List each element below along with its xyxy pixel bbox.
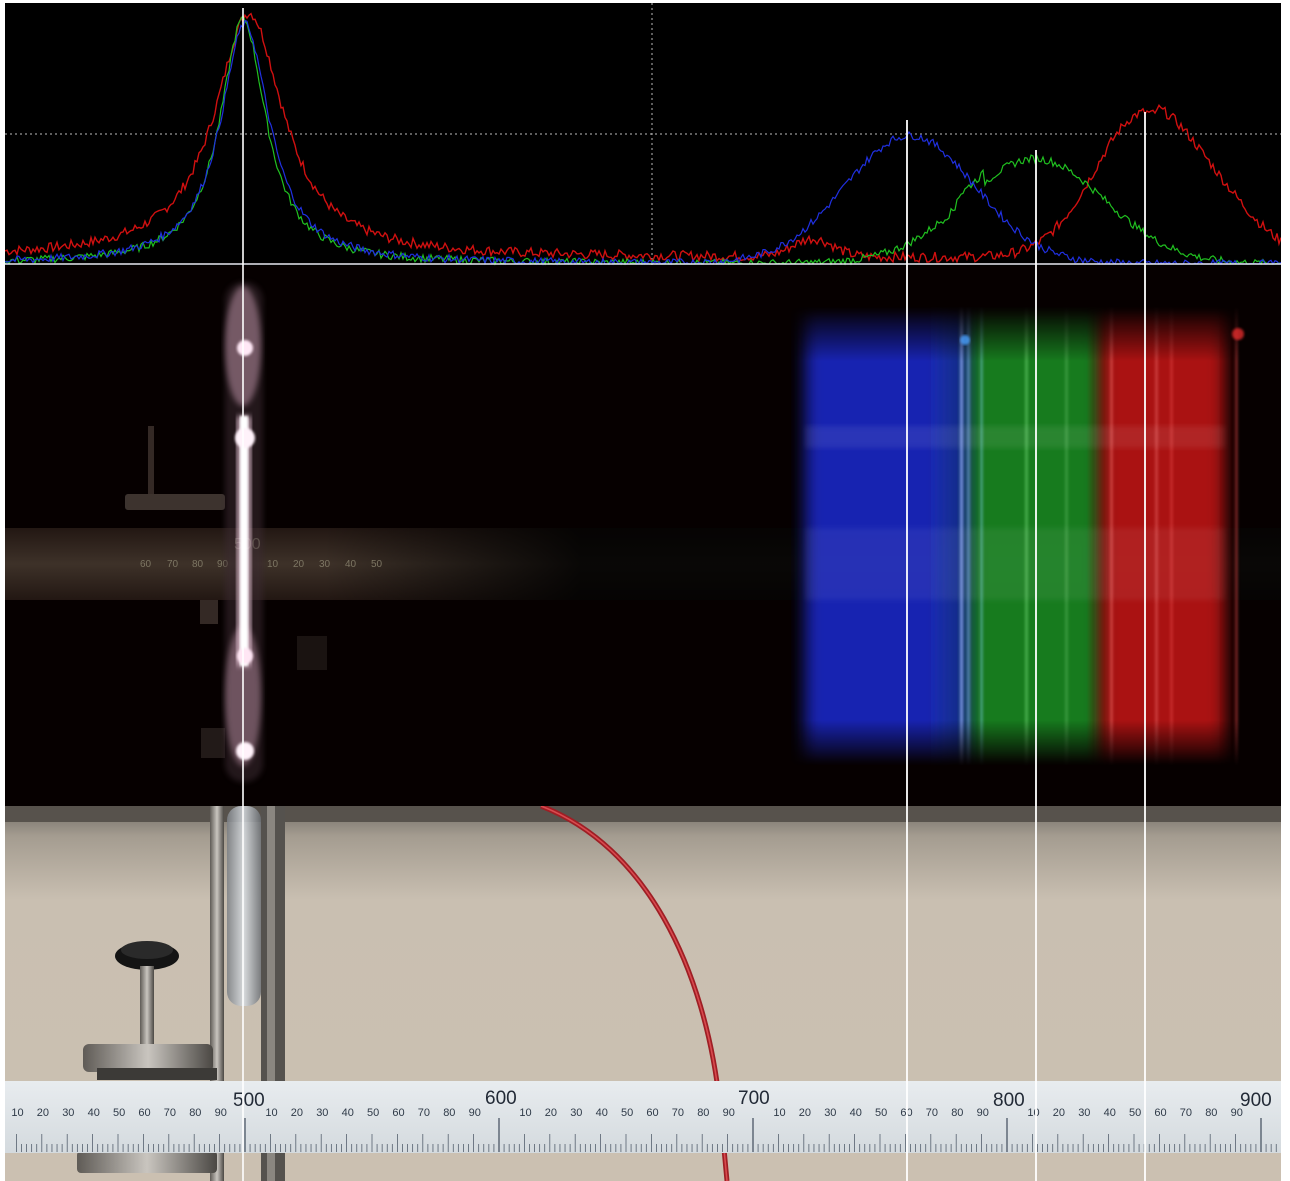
ruler-major-label-700: 700 (738, 1088, 770, 1109)
ruler-minor-label: 20 (799, 1107, 811, 1119)
ruler-minor-labels: 10 20 30 40 50 60 70 80 90 10 20 30 40 50 60 70 80 90 10 20… (11, 1107, 1242, 1119)
ruler-minor-label: 80 (1205, 1107, 1217, 1119)
shelf-edge (5, 806, 1281, 822)
ruler-minor-label: 40 (88, 1107, 100, 1119)
blue-channel-curve (5, 19, 1281, 266)
ruler-minor-label: 20 (545, 1107, 557, 1119)
red-cable-highlight (540, 806, 728, 1181)
ruler-minor-label: 50 (113, 1107, 125, 1119)
tube-holder-glass (227, 806, 261, 1006)
ruler-minor-label: 60 (646, 1107, 658, 1119)
spectrum-image-svg: 500 60 70 80 90 10 20 30 40 50 (5, 282, 1281, 782)
spectrum-bands (805, 306, 1238, 766)
ruler-minor-label: 60 (138, 1107, 150, 1119)
spectrum-ruler-minor-label: 20 (293, 559, 305, 570)
ruler-minor-label: 80 (443, 1107, 455, 1119)
spectrum-ruler-minor-label: 10 (267, 559, 279, 570)
ruler-minor-label: 70 (1180, 1107, 1192, 1119)
ruler-major-label-600: 600 (485, 1088, 517, 1109)
spectrum-ruler-minor-label: 80 (192, 559, 204, 570)
holder-clip-highlight (267, 806, 275, 1181)
ruler-minor-label: 10 (265, 1107, 277, 1119)
ruler-labels: 500 600 700 800 900 (233, 1088, 1272, 1111)
ruler-minor-label: 70 (418, 1107, 430, 1119)
ruler-major-label-900: 900 (1240, 1090, 1272, 1111)
ruler-minor-label: 50 (621, 1107, 633, 1119)
profile-plot (5, 3, 1281, 266)
ruler-minor-label: 60 (900, 1107, 912, 1119)
discharge-tube (225, 282, 263, 782)
spectrum-ruler-minor-label: 90 (217, 559, 229, 570)
ruler-minor-label: 90 (977, 1107, 989, 1119)
ruler-minor-label: 20 (1053, 1107, 1065, 1119)
spectrum-ruler-minor-label: 60 (140, 559, 152, 570)
ruler-minor-label: 10 (773, 1107, 785, 1119)
ruler-minor-label: 30 (62, 1107, 74, 1119)
clamp-knob (77, 941, 217, 1173)
apparatus-photo: 500 600 700 800 900 10 20 30 40 50 60 70 80 90 10… (5, 806, 1281, 1181)
red-channel-curve (5, 12, 1281, 264)
ruler-minor-label: 10 (1027, 1107, 1039, 1119)
red-hotspot (1232, 328, 1244, 340)
spectrum-ruler-minor-label: 40 (345, 559, 357, 570)
ruler-ticks (15, 1118, 1277, 1152)
ruler-minor-label: 20 (37, 1107, 49, 1119)
ruler-major-label-800: 800 (993, 1090, 1025, 1111)
ruler-minor-label: 90 (215, 1107, 227, 1119)
ruler-minor-label: 90 (723, 1107, 735, 1119)
ruler-minor-label: 60 (1154, 1107, 1166, 1119)
spectrum-ruler-minor-label: 50 (371, 559, 383, 570)
ruler-major-label-500: 500 (233, 1090, 265, 1111)
rgb-intensity-profile (5, 3, 1281, 266)
spectral-line (1235, 306, 1238, 766)
ruler-minor-label: 40 (342, 1107, 354, 1119)
clamp-stand-silhouette (125, 426, 327, 758)
ruler-minor-label: 50 (367, 1107, 379, 1119)
ruler-minor-label: 10 (11, 1107, 23, 1119)
spectrum-image: 500 60 70 80 90 10 20 30 40 50 (5, 266, 1281, 806)
ruler-minor-label: 30 (570, 1107, 582, 1119)
ruler-minor-label: 40 (850, 1107, 862, 1119)
ruler-minor-label: 40 (1104, 1107, 1116, 1119)
spectrum-ruler-minor-label: 30 (319, 559, 331, 570)
ruler-minor-label: 50 (875, 1107, 887, 1119)
ruler-minor-label: 80 (951, 1107, 963, 1119)
ruler-minor-label: 80 (189, 1107, 201, 1119)
ruler-minor-label: 20 (291, 1107, 303, 1119)
spectrum-ruler-minor-label: 70 (167, 559, 179, 570)
measuring-ruler (5, 1081, 1281, 1153)
ruler-minor-label: 60 (392, 1107, 404, 1119)
ruler-minor-label: 40 (596, 1107, 608, 1119)
ruler-minor-label: 30 (824, 1107, 836, 1119)
ruler-minor-label: 70 (926, 1107, 938, 1119)
ruler-minor-label: 30 (1078, 1107, 1090, 1119)
ruler-minor-label: 90 (1231, 1107, 1243, 1119)
ruler-minor-label: 80 (697, 1107, 709, 1119)
ruler-minor-label: 50 (1129, 1107, 1141, 1119)
green-channel-curve (5, 14, 1281, 266)
ruler-minor-label: 90 (469, 1107, 481, 1119)
ruler-minor-label: 10 (519, 1107, 531, 1119)
ruler-minor-label: 70 (672, 1107, 684, 1119)
ruler-minor-label: 70 (164, 1107, 176, 1119)
ruler-minor-label: 30 (316, 1107, 328, 1119)
apparatus-photo-svg: 500 600 700 800 900 10 20 30 40 50 60 70 80 90 10… (5, 806, 1281, 1181)
blue-hotspot (960, 335, 970, 345)
